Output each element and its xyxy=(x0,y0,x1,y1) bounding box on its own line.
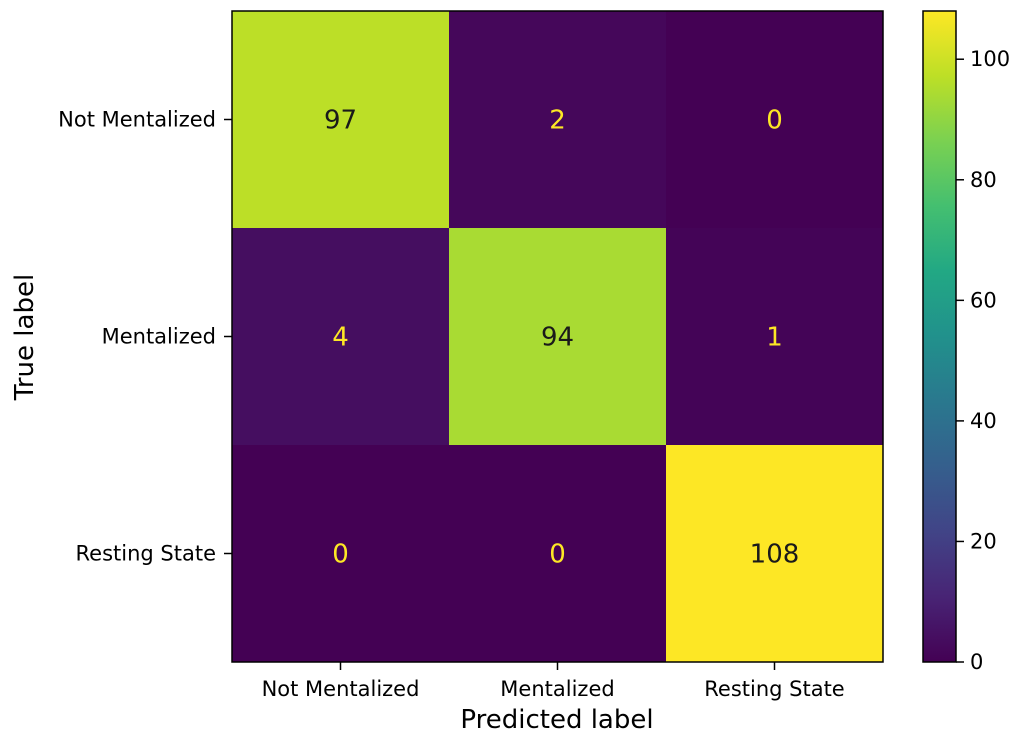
cell-value-label: 4 xyxy=(332,323,349,353)
heatmap-cell xyxy=(666,11,884,229)
y-axis-ticks: Not Mentalized Mentalized Resting State xyxy=(58,108,232,566)
colorbar-tick-label: 40 xyxy=(970,409,997,433)
heatmap-cell xyxy=(666,228,884,446)
cell-value-label: 2 xyxy=(549,106,566,136)
cell-value-label: 1 xyxy=(766,323,783,353)
colorbar-tick-label: 20 xyxy=(970,529,997,553)
x-tick-label: Not Mentalized xyxy=(262,677,420,701)
cell-value-label: 0 xyxy=(549,540,566,570)
x-tick-label: Resting State xyxy=(704,677,844,701)
heatmap-cell xyxy=(232,11,450,229)
cell-value-label: 0 xyxy=(332,540,349,570)
colorbar-tick-label: 80 xyxy=(970,168,997,192)
y-tick-label: Resting State xyxy=(76,542,216,566)
heatmap-cell xyxy=(232,445,450,663)
colorbar-tick-label: 100 xyxy=(970,47,1010,71)
colorbar-ticks: 0 20 40 60 80 100 xyxy=(956,47,1010,674)
heatmap-cell xyxy=(449,11,667,229)
cell-value-label: 97 xyxy=(324,106,357,136)
x-tick-label: Mentalized xyxy=(500,677,614,701)
cell-value-label: 108 xyxy=(750,540,800,570)
x-axis-title: Predicted label xyxy=(460,705,653,735)
colorbar xyxy=(922,10,957,663)
x-axis-ticks: Not Mentalized Mentalized Resting State xyxy=(262,662,845,701)
heatmap-cell xyxy=(232,228,450,446)
heatmap-cell xyxy=(666,445,884,663)
cell-value-label: 0 xyxy=(766,106,783,136)
y-tick-label: Mentalized xyxy=(102,325,216,349)
colorbar-tick-label: 0 xyxy=(970,650,983,674)
heatmap-cells: 97 2 0 4 94 1 0 0 108 xyxy=(232,11,884,663)
y-axis-title: True label xyxy=(10,274,40,401)
heatmap-cell xyxy=(449,228,667,446)
heatmap-cell xyxy=(449,445,667,663)
cell-value-label: 94 xyxy=(541,323,574,353)
colorbar-tick-label: 60 xyxy=(970,288,997,312)
y-tick-label: Not Mentalized xyxy=(58,108,216,132)
